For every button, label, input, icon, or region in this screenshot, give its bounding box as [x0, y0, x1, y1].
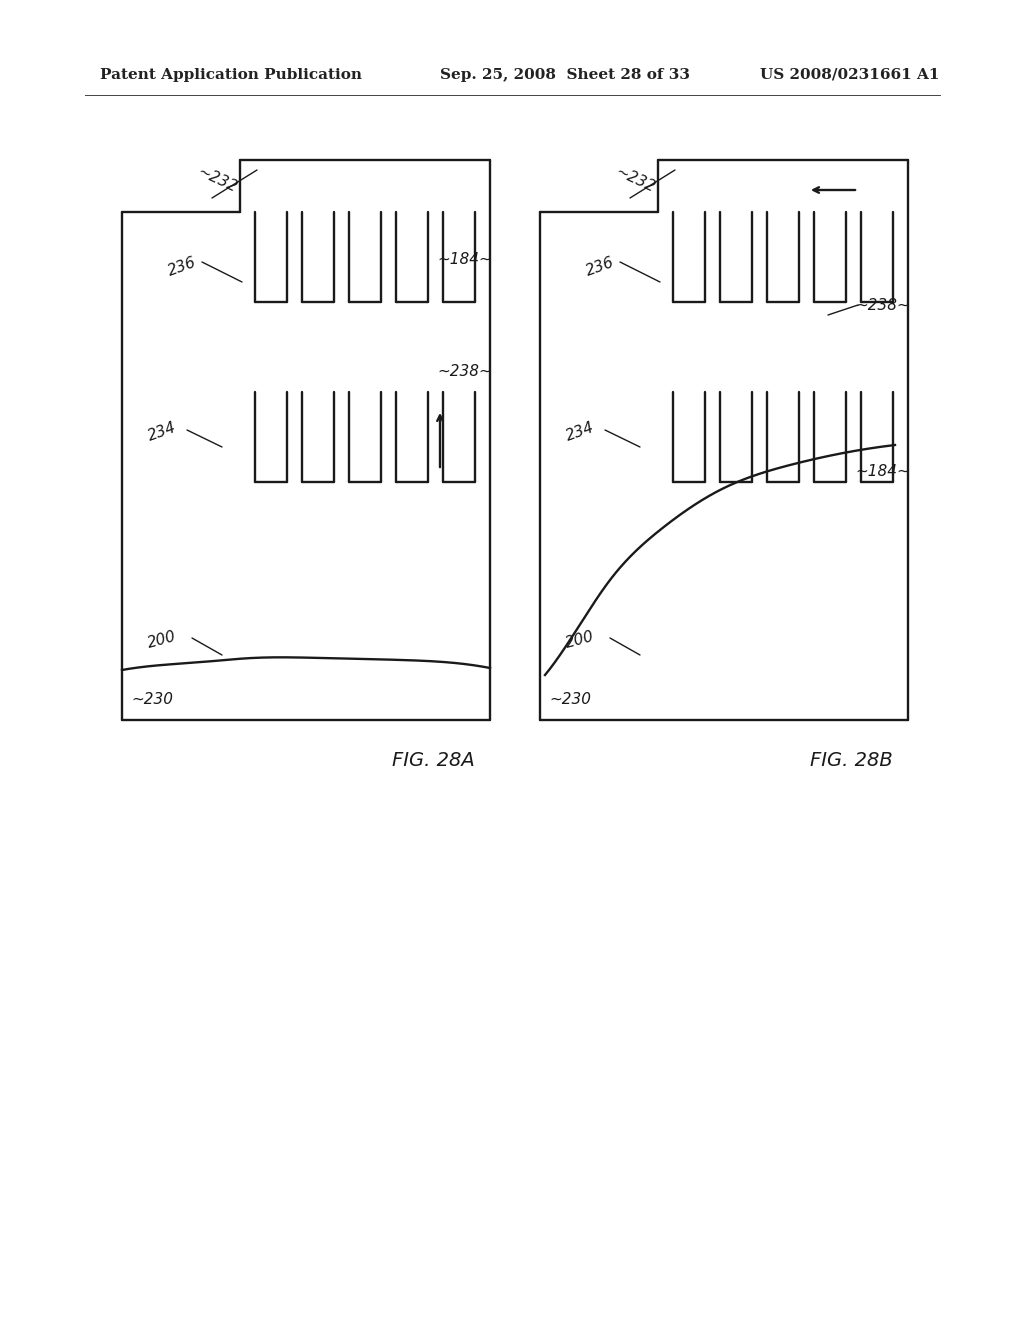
Text: Patent Application Publication: Patent Application Publication	[100, 69, 362, 82]
Text: ~184~: ~184~	[437, 252, 493, 268]
Text: ~230: ~230	[131, 693, 173, 708]
Text: ~238~: ~238~	[437, 364, 493, 380]
Text: ~184~: ~184~	[856, 465, 910, 479]
Text: 234: 234	[145, 420, 178, 444]
Text: ~232: ~232	[195, 164, 240, 195]
Text: 236: 236	[166, 255, 199, 279]
Text: ~230: ~230	[549, 693, 591, 708]
Text: ~232: ~232	[612, 164, 657, 195]
Text: FIG. 28A: FIG. 28A	[392, 751, 475, 770]
Text: US 2008/0231661 A1: US 2008/0231661 A1	[760, 69, 939, 82]
Text: 200: 200	[564, 628, 596, 651]
Text: 200: 200	[146, 628, 178, 651]
Text: ~238~: ~238~	[856, 297, 910, 313]
Text: FIG. 28B: FIG. 28B	[810, 751, 893, 770]
Text: 236: 236	[584, 255, 616, 279]
Text: Sep. 25, 2008  Sheet 28 of 33: Sep. 25, 2008 Sheet 28 of 33	[440, 69, 690, 82]
Text: 234: 234	[563, 420, 596, 444]
